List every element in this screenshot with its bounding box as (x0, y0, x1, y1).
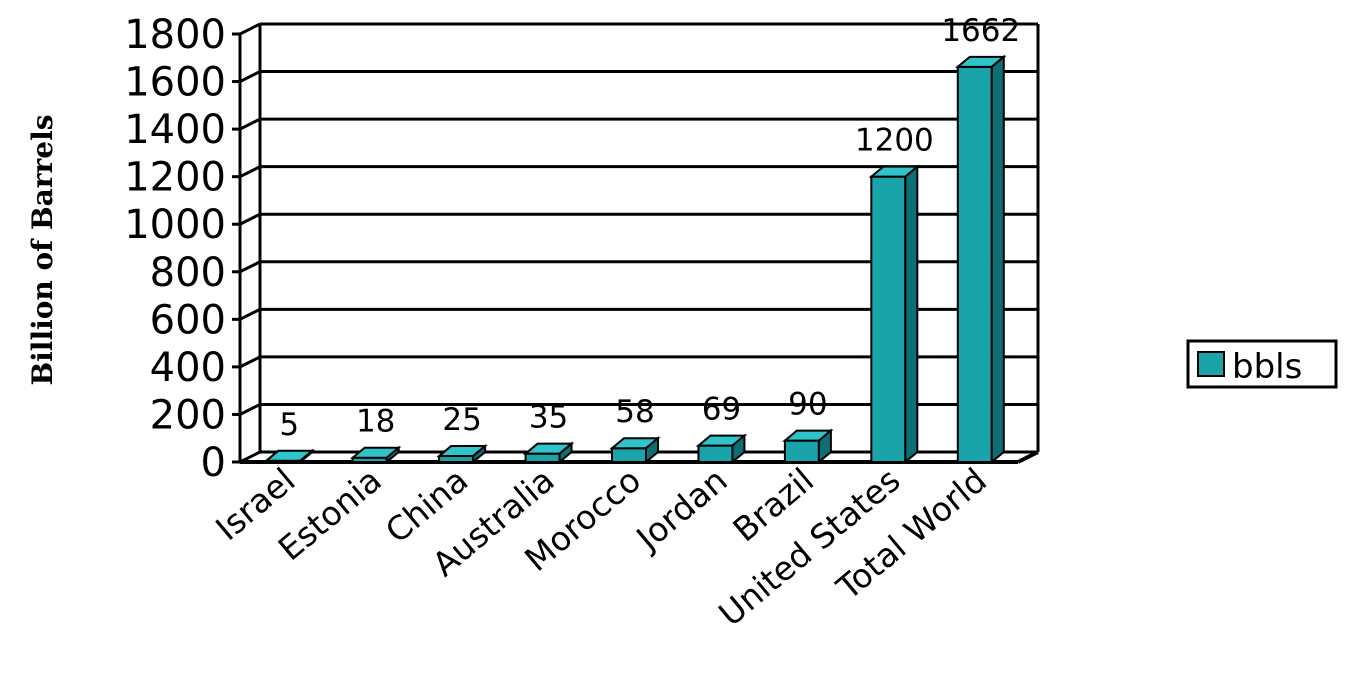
bar-side (990, 54, 1005, 465)
legend-label: bbls (1232, 347, 1302, 387)
bar-brazil (782, 428, 834, 465)
y-tick-label-400: 400 (150, 345, 226, 391)
x-tick-label-jordan: Jordan (628, 460, 735, 559)
bar-side (817, 428, 832, 465)
bar-side (299, 448, 314, 465)
bar-side (558, 441, 573, 465)
bar-morocco (609, 436, 661, 465)
bar-united-states (868, 164, 921, 465)
bar-side (731, 433, 746, 465)
bar-front (611, 447, 647, 464)
data-label-israel: 5 (279, 407, 299, 443)
y-tick-label-1000: 1000 (124, 202, 226, 248)
bar-side (904, 164, 919, 465)
bar-front (870, 175, 907, 464)
bar-front (956, 65, 993, 464)
bar-front (697, 444, 734, 463)
data-label-brazil: 90 (788, 387, 827, 423)
floor-right-edge (1017, 450, 1039, 464)
gridline-side-800 (239, 260, 261, 274)
x-tick-labels: IsraelEstoniaChinaAustraliaMoroccoJordan… (208, 460, 994, 634)
bar-australia (522, 441, 575, 465)
bar-jordan (695, 433, 748, 465)
y-tick-label-1400: 1400 (124, 107, 226, 153)
bar-side (472, 443, 487, 465)
gridline-side-1600 (239, 70, 261, 83)
y-tick-label-1800: 1800 (124, 12, 226, 58)
data-label-australia: 35 (529, 400, 568, 436)
y-tick-label-800: 800 (150, 250, 226, 296)
bar-total-world (955, 54, 1007, 465)
y-tick-label-200: 200 (150, 392, 226, 438)
bar-side (385, 445, 400, 465)
data-label-estonia: 18 (356, 404, 395, 440)
data-label-morocco: 58 (615, 394, 654, 430)
bars (263, 54, 1007, 465)
bar-side (645, 436, 659, 465)
y-tick-label-1600: 1600 (124, 60, 226, 106)
data-label-total-world: 1662 (941, 13, 1020, 49)
bar-israel (263, 448, 315, 465)
gridline-side-600 (239, 307, 261, 321)
bar-china (436, 443, 488, 465)
data-label-united-states: 1200 (855, 123, 934, 159)
y-axis-label: Billion of Barrels (26, 115, 59, 386)
gridline-side-400 (239, 355, 261, 369)
gridline-side-1400 (239, 117, 261, 131)
data-label-china: 25 (442, 402, 481, 438)
gridline-side-1200 (239, 165, 261, 179)
gridline-side-1800 (239, 22, 261, 36)
bar-estonia (349, 445, 402, 465)
bar-front (783, 439, 820, 464)
bar-front (524, 452, 561, 463)
y-tick-label-1200: 1200 (124, 155, 226, 201)
legend: bbls (1186, 339, 1338, 389)
gridline-side-200 (239, 403, 261, 416)
y-tick-label-0: 0 (201, 440, 226, 486)
data-label-jordan: 69 (702, 392, 741, 428)
gridline-side-1000 (239, 212, 261, 226)
y-tick-label-600: 600 (150, 297, 226, 343)
data-labels: 5 18 25 35 58 69 90 1200 1662 (279, 13, 1020, 443)
legend-swatch (1197, 351, 1225, 377)
